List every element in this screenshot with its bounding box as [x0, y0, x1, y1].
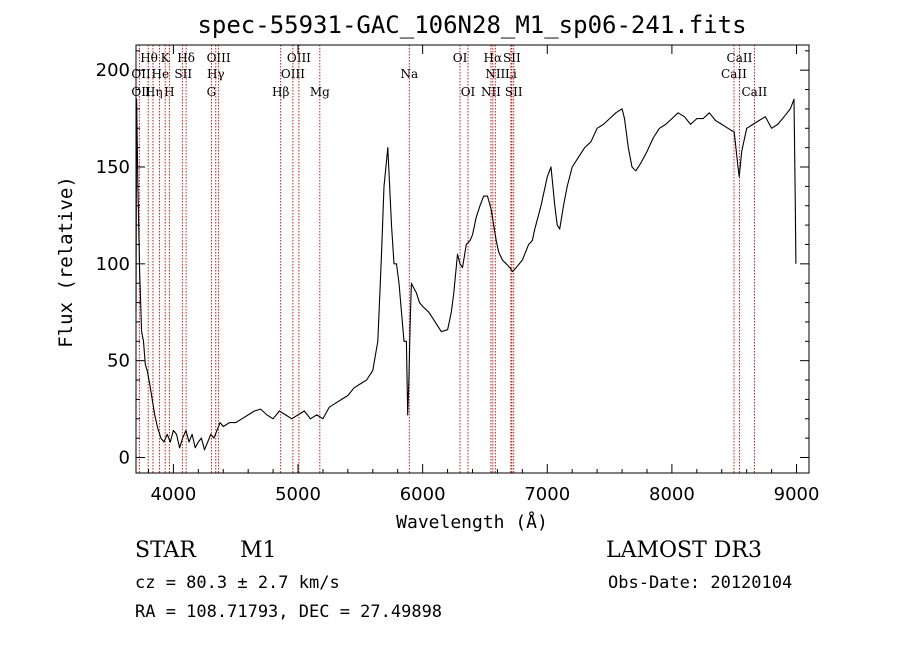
- line-markers: [138, 45, 755, 473]
- line-marker-label: CaII: [721, 67, 747, 81]
- spectrum-line: [135, 98, 797, 451]
- ra-dec-coordinates: RA = 108.71793, DEC = 27.49898: [135, 602, 443, 622]
- line-marker-label: K: [161, 51, 171, 65]
- line-marker-label: He: [152, 67, 170, 81]
- y-axis-label: Flux (relative): [55, 176, 77, 348]
- line-marker-label: OI: [461, 85, 476, 99]
- line-marker-label: OII: [131, 67, 151, 81]
- chart-title: spec-55931-GAC_106N28_M1_sp06-241.fits: [197, 11, 746, 39]
- line-marker-label: Hδ: [177, 51, 195, 65]
- line-marker-label: OII: [131, 85, 151, 99]
- x-tick-label: 9000: [774, 484, 820, 505]
- y-tick-label: 150: [96, 157, 130, 178]
- line-marker-label: Hγ: [207, 67, 225, 81]
- x-tick-label: 6000: [400, 484, 446, 505]
- line-marker-label: SII: [503, 51, 521, 65]
- line-marker-label: NII: [485, 67, 505, 81]
- line-marker-label: G: [207, 85, 217, 99]
- y-tick-label: 50: [107, 351, 130, 372]
- line-marker-label: OI: [453, 51, 468, 65]
- line-marker-label: H: [164, 85, 174, 99]
- x-tick-label: 7000: [524, 484, 570, 505]
- x-tick-label: 5000: [275, 484, 321, 505]
- line-marker-label: NII: [481, 85, 501, 99]
- y-tick-label: 200: [96, 60, 130, 81]
- y-tick-label: 100: [96, 254, 130, 275]
- line-marker-label: Hθ: [140, 51, 158, 65]
- object-class: STAR: [135, 538, 196, 563]
- line-marker-label: Hη: [145, 85, 163, 99]
- line-marker-label: Li: [505, 67, 517, 81]
- line-marker-label: OIII: [281, 67, 305, 81]
- line-marker-label: Hβ: [272, 85, 289, 99]
- x-axis-label: Wavelength (Å): [396, 511, 548, 533]
- redshift-cz: cz = 80.3 ± 2.7 km/s: [135, 573, 340, 593]
- line-marker-label: CaII: [727, 51, 753, 65]
- line-marker-label: SII: [505, 85, 523, 99]
- line-marker-label: OIII: [207, 51, 231, 65]
- y-axis-ticks: 0 50 100 150 200: [96, 50, 809, 469]
- line-marker-label: OIII: [287, 51, 311, 65]
- object-subclass: M1: [240, 538, 277, 563]
- x-axis-ticks: 4000 5000 6000 7000 8000 9000: [147, 45, 820, 505]
- line-marker-label: Na: [400, 67, 418, 81]
- y-tick-label: 0: [119, 448, 130, 469]
- plot-frame: [135, 44, 810, 474]
- line-marker-label: SII: [174, 67, 192, 81]
- line-marker-label: Hα: [484, 51, 503, 65]
- observation-date: Obs-Date: 20120104: [608, 573, 793, 593]
- line-marker-label: CaII: [741, 85, 767, 99]
- x-tick-label: 4000: [150, 484, 196, 505]
- survey-name: LAMOST DR3: [606, 538, 762, 563]
- x-tick-label: 8000: [649, 484, 695, 505]
- line-marker-label: Mg: [310, 85, 330, 99]
